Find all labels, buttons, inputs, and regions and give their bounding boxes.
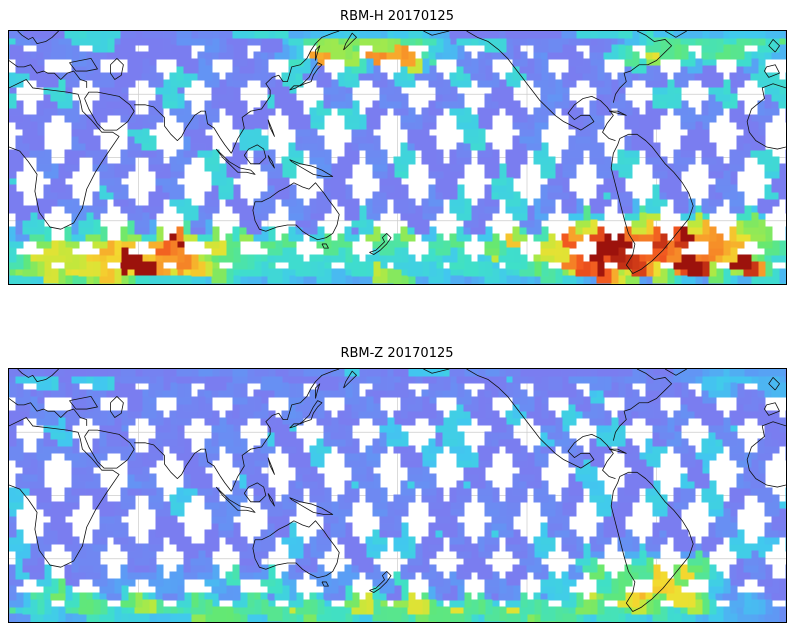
map-plot-rbm-z xyxy=(8,368,787,623)
panel-rbm-h: RBM-H 20170125 xyxy=(0,0,794,285)
panel-title-rbm-h: RBM-H 20170125 xyxy=(340,9,454,24)
panel-title-rbm-z: RBM-Z 20170125 xyxy=(340,346,454,361)
map-canvas-rbm-h xyxy=(9,31,786,284)
map-canvas-rbm-z xyxy=(9,369,786,622)
map-plot-rbm-h xyxy=(8,30,787,285)
panel-rbm-z: RBM-Z 20170125 xyxy=(0,285,794,623)
